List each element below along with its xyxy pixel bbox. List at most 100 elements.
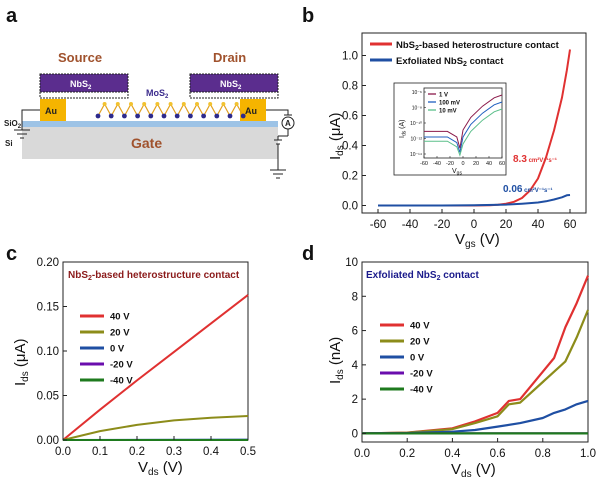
mos2-atom [115, 102, 120, 106]
mos2-atom [195, 102, 199, 106]
y-tick-label: 0.0 [342, 201, 358, 213]
series-line-2 [361, 399, 589, 435]
x-tick-label: 0.4 [203, 446, 220, 458]
y-tick-label: 1.0 [342, 51, 358, 63]
mos2-atom [214, 113, 220, 119]
inset-y-tick-label: 10⁻⁸ [412, 106, 422, 112]
au-pad-drain [240, 99, 266, 121]
chart-b-legend: NbS2-based heterostructure contact Exfol… [370, 40, 560, 68]
chart-d-ylabel: Ids (nA) [327, 337, 346, 384]
inset-x-tick-label: -20 [446, 161, 454, 167]
x-tick-label: 0.8 [535, 448, 551, 460]
x-tick-label: 20 [500, 219, 513, 231]
series-line-1 [361, 309, 590, 435]
inset-x-tick-label: 40 [486, 161, 492, 167]
inset-y-tick-label: 10⁻⁶ [412, 90, 422, 96]
x-tick-label: -40 [402, 219, 419, 231]
legend-label-1: 20 V [410, 337, 430, 348]
inset-legend-label-1: 100 mV [439, 101, 460, 107]
sio2-label: SiO2 [4, 119, 22, 130]
panel-label-b: b [302, 5, 314, 27]
nbs2-source-base [39, 91, 129, 99]
nbs2-drain-label: NbS2 [220, 79, 242, 91]
chart-c-title: NbS2-based heterostructure contact [68, 270, 240, 282]
inset-ticks: -60 -40 -20 0 20 40 60 10⁻⁶ 10⁻⁸ 10⁻¹⁰ 10⁻¹² 10⁻¹⁴ [410, 90, 505, 167]
y-tick-label: 0.00 [37, 435, 59, 447]
mos2-atom [161, 113, 167, 119]
inset-xlabel: Vgs [452, 168, 462, 177]
chart-b-legend-label-0: NbS2-based heterostructure contact [396, 40, 560, 52]
x-tick-label: 0.0 [55, 446, 71, 458]
x-tick-label: 0 [471, 219, 477, 231]
mos2-atom [135, 113, 141, 119]
x-tick-label: 0.4 [444, 448, 461, 460]
chart-d-title: Exfoliated NbS2 contact [366, 270, 479, 282]
y-tick-label: 10 [345, 257, 358, 269]
inset-ylabel: Ids (A) [399, 119, 408, 138]
x-tick-label: 0.2 [129, 446, 145, 458]
chart-d-frame [361, 261, 589, 443]
mos2-atom [155, 102, 160, 106]
y-tick-label: 0.15 [37, 302, 59, 314]
y-tick-label: 0.05 [37, 391, 59, 403]
y-tick-label: 8 [352, 291, 358, 303]
legend-label-4: -40 V [110, 376, 133, 387]
inset-legend-label-2: 10 mV [439, 109, 457, 115]
mos2-atom [221, 102, 226, 106]
mos2-atom [174, 113, 180, 119]
chart-d-legend: 40 V 20 V 0 V -20 V -40 V [380, 321, 433, 396]
x-tick-label: 60 [564, 219, 577, 231]
chart-b-annotation-blue: 0.06 cm²V⁻¹s⁻¹ [503, 184, 552, 195]
legend-label-3: -20 V [110, 360, 133, 371]
mos2-atom [102, 102, 107, 106]
panel-label-c: c [6, 243, 17, 265]
si-gate [22, 127, 278, 159]
legend-label-1: 20 V [110, 328, 130, 339]
nbs2-drain-base [189, 91, 279, 99]
series-line-1 [62, 415, 249, 441]
y-tick-label: 2 [352, 394, 358, 406]
chart-c: 0.0 0.1 0.2 0.3 0.4 0.5 0.00 0.05 0.10 0.15 0.20 N… [12, 257, 256, 478]
mos2-atom [168, 102, 173, 106]
au-pad-source [40, 99, 66, 121]
legend-label-4: -40 V [410, 385, 433, 396]
legend-label-2: 0 V [410, 353, 425, 364]
y-tick-label: 4 [352, 360, 359, 372]
chart-d-marks [361, 275, 590, 435]
x-tick-label: -20 [434, 219, 451, 231]
device-schematic: Source Drain NbS2 NbS2 MoS2 Au Au SiO2 S… [4, 50, 295, 179]
chart-b-xlabel: Vgs (V) [455, 231, 500, 250]
y-tick-label: 6 [352, 326, 358, 338]
mos2-lattice [95, 102, 246, 119]
source-voltage-symbol [266, 109, 292, 124]
mos2-atom [129, 102, 133, 106]
sio2-layer [22, 121, 278, 127]
mos2-atom [201, 113, 207, 119]
y-tick-label: 0.6 [342, 111, 358, 123]
drain-label: Drain [213, 50, 246, 65]
x-tick-label: -60 [370, 219, 387, 231]
chart-b-inset: -60 -40 -20 0 20 40 6010⁻⁶10⁻⁸10⁻¹⁰10⁻¹²10⁻¹⁴ … [393, 82, 507, 177]
chart-d-xlabel: Vds (V) [451, 461, 496, 480]
ammeter-label: A [285, 119, 291, 128]
mos2-atom [142, 102, 147, 106]
x-tick-label: 0.0 [354, 448, 370, 460]
inset-marks [424, 94, 503, 157]
chart-b-ticks: -60 -40 -20 0 20 40 60 0.0 0.2 0.4 0.6 0.8 1.0 [342, 51, 576, 232]
x-tick-label: 0.3 [166, 446, 182, 458]
chart-b-marks [378, 49, 571, 207]
inset-x-tick-label: 20 [473, 161, 479, 167]
x-tick-label: 0.5 [240, 446, 256, 458]
mos2-atom [181, 102, 186, 106]
gate-label: Gate [131, 135, 162, 151]
y-tick-label: 0.8 [342, 81, 358, 93]
mos2-atom [240, 113, 246, 119]
chart-c-xlabel: Vds (V) [138, 459, 183, 478]
chart-b-legend-label-1: Exfoliated NbS2 contact [396, 56, 504, 68]
legend-label-0: 40 V [110, 312, 130, 323]
mos2-atom [148, 113, 154, 119]
mos2-atom [108, 113, 114, 119]
source-label: Source [58, 50, 102, 65]
inset-series-line-2 [424, 108, 503, 157]
